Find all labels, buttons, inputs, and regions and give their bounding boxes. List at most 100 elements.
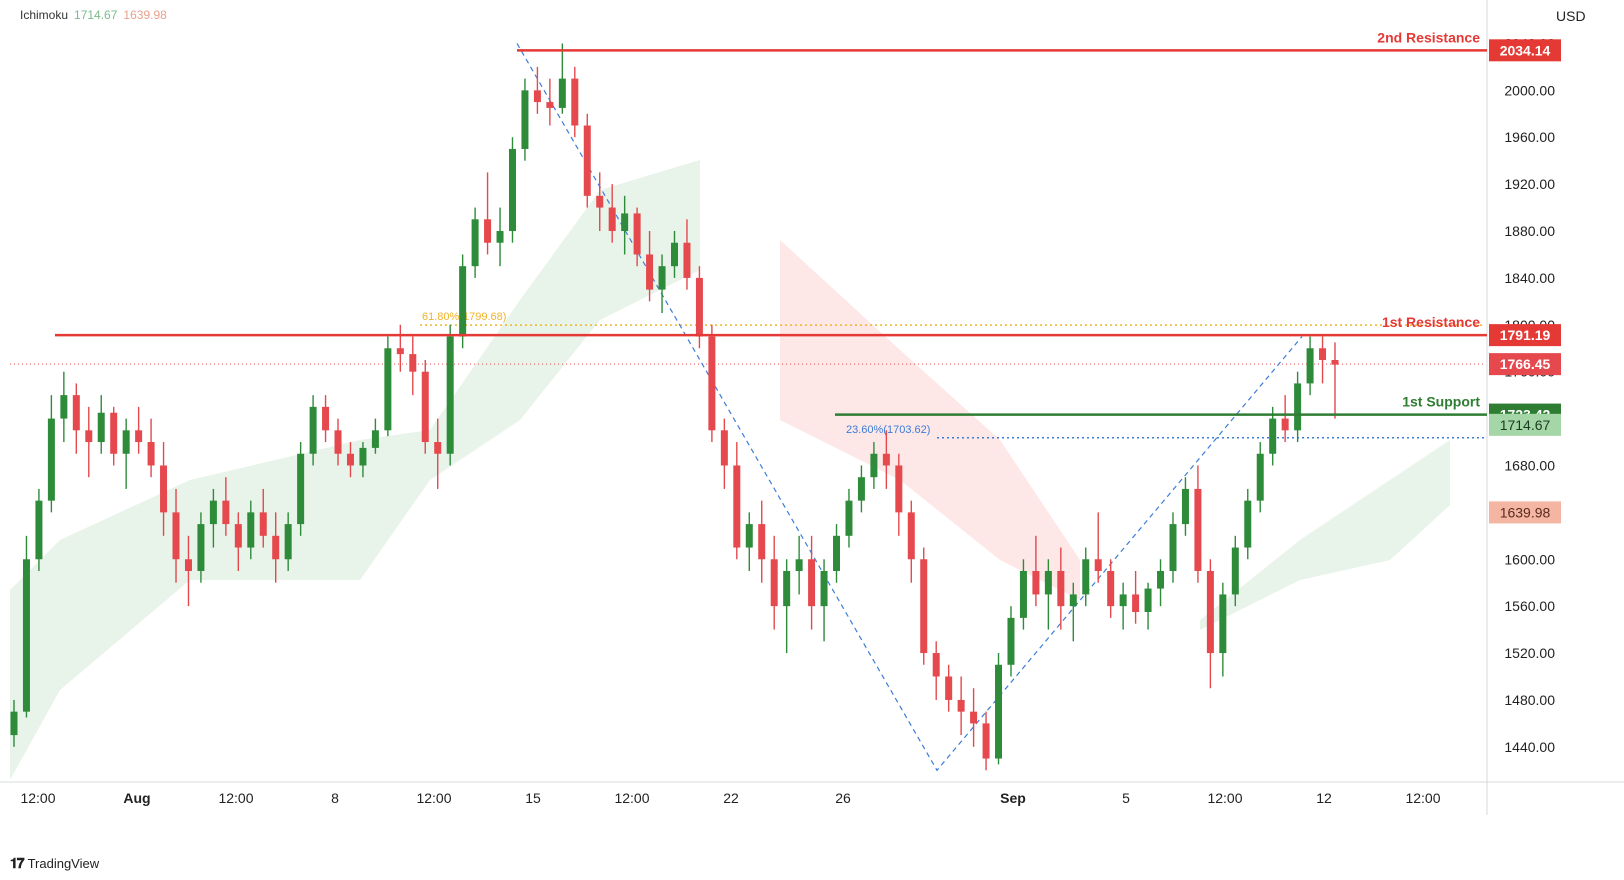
y-tick-label: 1440.00	[1504, 739, 1555, 755]
candle-bearish	[533, 90, 541, 103]
ichimoku-cloud-green-future	[1200, 440, 1450, 630]
candle-bearish	[720, 430, 728, 466]
x-tick-label: 12:00	[20, 790, 55, 806]
candle-bearish	[1206, 570, 1214, 654]
candle-bearish	[758, 524, 766, 560]
candle-bearish	[322, 406, 330, 431]
candle-bearish	[1194, 488, 1202, 571]
y-tick-label: 1960.00	[1504, 129, 1555, 145]
ichimoku-cloud-red	[780, 240, 1080, 600]
candle-bullish	[521, 90, 529, 149]
candle-bearish	[334, 430, 342, 454]
y-tick-label: 1680.00	[1504, 457, 1555, 473]
candle-bearish	[1032, 570, 1040, 595]
x-tick-label: 12:00	[1207, 790, 1242, 806]
candle-bearish	[932, 653, 940, 677]
candle-bearish	[1094, 559, 1102, 571]
currency-label: USD	[1556, 8, 1586, 24]
price-label-cloud_b: 1639.98	[1500, 504, 1551, 520]
candle-bullish	[1244, 500, 1252, 548]
candle-bullish	[209, 500, 217, 525]
candle-bullish	[1007, 617, 1015, 665]
fib-23-label: 23.60%(1703.62)	[846, 424, 930, 436]
candle-bullish	[1181, 488, 1189, 525]
candle-bearish	[1057, 570, 1065, 607]
candle-bearish	[484, 219, 492, 243]
x-tick-label: Aug	[123, 790, 150, 806]
candle-bullish	[1157, 570, 1165, 589]
candle-bullish	[833, 535, 841, 571]
candle-bearish	[234, 524, 242, 548]
candle-bearish	[272, 535, 280, 560]
x-tick-label: 8	[331, 790, 339, 806]
candle-bearish	[808, 559, 816, 607]
candle-bearish	[633, 213, 641, 255]
x-tick-label: 12:00	[1405, 790, 1440, 806]
candle-bullish	[247, 512, 255, 548]
candle-bullish	[284, 524, 292, 560]
candle-bullish	[471, 219, 479, 267]
indicator-value-2: 1639.98	[123, 8, 167, 22]
candle-bearish	[646, 254, 654, 290]
candle-bullish	[1019, 570, 1027, 618]
level-price-label: 1791.19	[1500, 327, 1551, 343]
candle-bearish	[85, 430, 93, 443]
candle-bullish	[1269, 418, 1277, 454]
candle-bearish	[1281, 418, 1289, 431]
candle-bearish	[970, 711, 978, 724]
candle-bullish	[1119, 594, 1127, 607]
y-tick-label: 1880.00	[1504, 223, 1555, 239]
candle-bullish	[1144, 588, 1152, 613]
candle-bearish	[920, 559, 928, 654]
candle-bearish	[596, 195, 604, 208]
indicator-legend[interactable]: Ichimoku 1714.67 1639.98	[20, 8, 167, 22]
candle-bullish	[820, 570, 828, 607]
candle-bullish	[1044, 570, 1052, 595]
candle-bearish	[147, 442, 155, 466]
candle-bullish	[384, 348, 392, 431]
candle-bullish	[97, 412, 105, 443]
candle-bearish	[571, 78, 579, 126]
candle-bullish	[359, 447, 367, 466]
x-tick-label: 12	[1316, 790, 1332, 806]
candle-bullish	[870, 453, 878, 478]
candle-bearish	[346, 453, 354, 466]
candle-bullish	[371, 430, 379, 448]
candle-bullish	[496, 231, 504, 243]
candle-bearish	[396, 348, 404, 355]
price-label-last: 1766.45	[1500, 356, 1551, 372]
candle-bullish	[621, 213, 629, 232]
level-name-1st-support: 1st Support	[1402, 394, 1480, 410]
y-tick-label: 2000.00	[1504, 82, 1555, 98]
y-tick-label: 1840.00	[1504, 270, 1555, 286]
candle-bearish	[982, 723, 990, 759]
indicator-value-1: 1714.67	[74, 8, 118, 22]
x-tick-label: 22	[723, 790, 739, 806]
candle-bullish	[845, 500, 853, 536]
y-tick-label: 1480.00	[1504, 692, 1555, 708]
candle-bullish	[1069, 594, 1077, 607]
candle-bullish	[1256, 453, 1264, 501]
candle-bearish	[907, 512, 915, 560]
candle-bearish	[1107, 570, 1115, 607]
candle-bullish	[22, 559, 30, 712]
candle-bearish	[135, 430, 143, 443]
candle-bearish	[72, 395, 80, 431]
candle-bearish	[1319, 348, 1327, 360]
candle-bullish	[1219, 594, 1227, 654]
candle-bearish	[184, 559, 192, 571]
price-label-cloud_a: 1714.67	[1500, 417, 1551, 433]
candle-bullish	[857, 477, 865, 501]
x-tick-label: Sep	[1000, 790, 1026, 806]
ichimoku-cloud-green	[10, 160, 700, 780]
candle-bearish	[172, 512, 180, 560]
candle-bullish	[1294, 383, 1302, 431]
x-tick-label: 15	[525, 790, 541, 806]
candle-bullish	[658, 266, 666, 290]
candle-bearish	[608, 207, 616, 232]
candle-bearish	[945, 676, 953, 700]
brand-name: TradingView	[27, 856, 100, 871]
candle-bearish	[160, 465, 168, 513]
brand-watermark[interactable]: 𝟏𝟕 TradingView	[10, 855, 99, 872]
